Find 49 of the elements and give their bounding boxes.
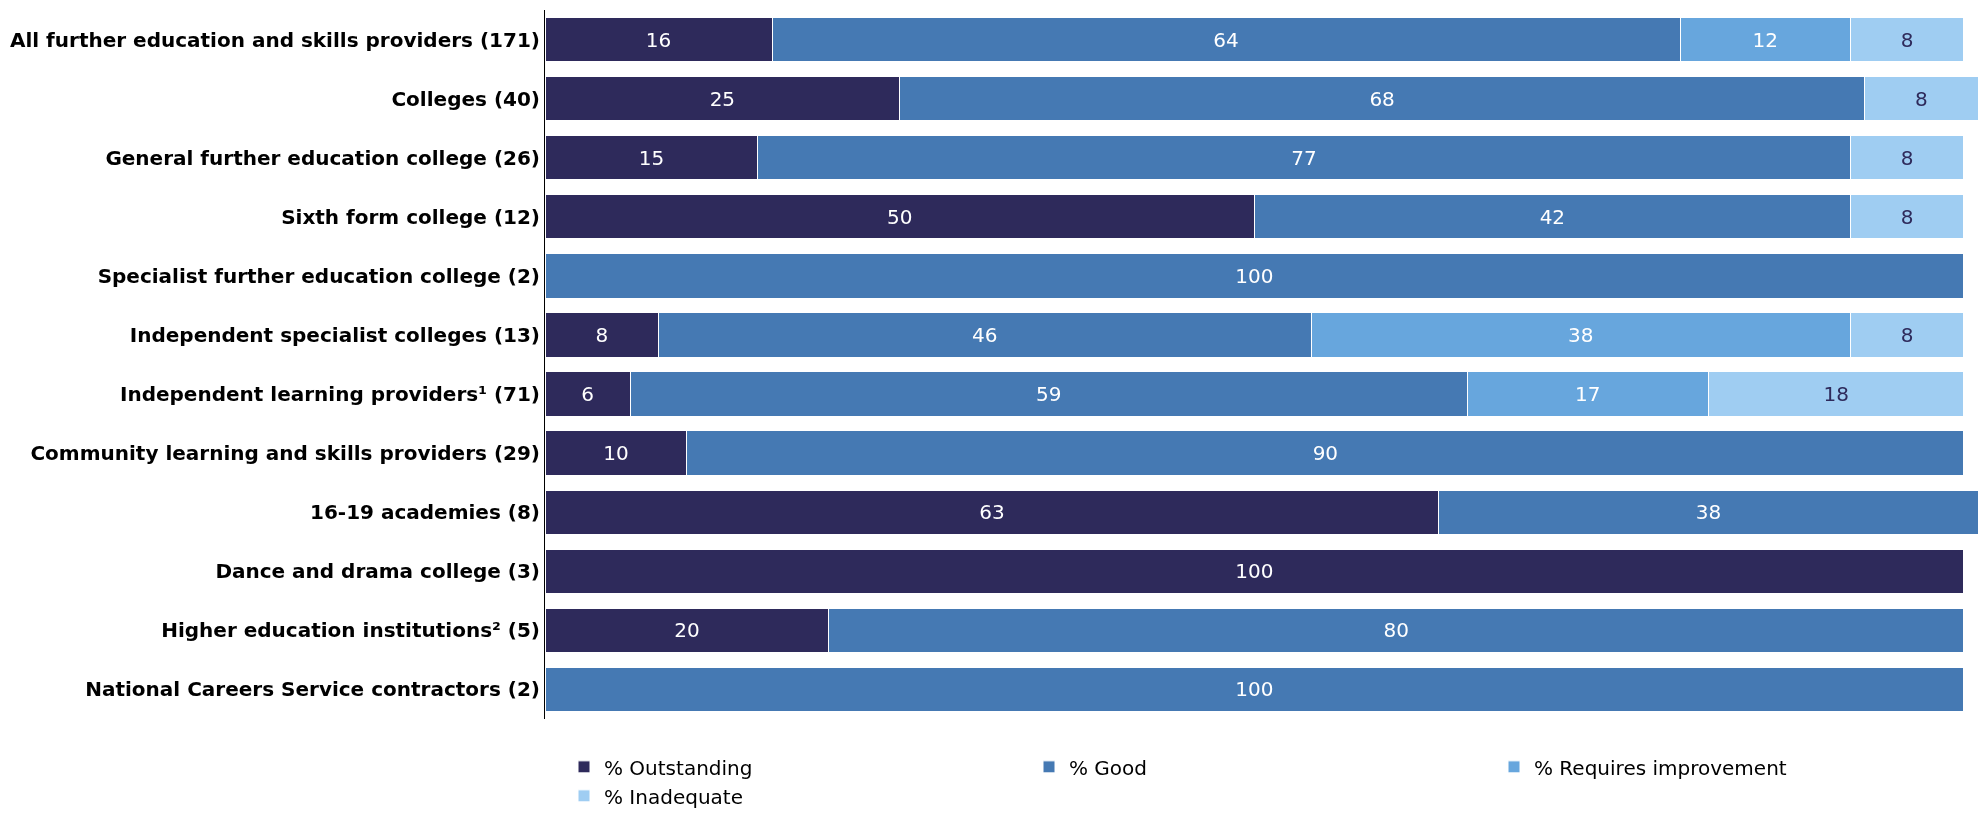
data-label: 10: [603, 441, 629, 466]
data-label: 77: [1291, 145, 1317, 170]
data-label: 8: [595, 322, 609, 347]
data-label: 6: [581, 382, 594, 407]
legend-label: % Good: [1069, 755, 1148, 780]
data-label: 46: [972, 322, 998, 347]
data-label: 38: [1568, 322, 1594, 347]
data-label: 15: [638, 145, 665, 170]
data-label: 59: [1035, 382, 1062, 407]
y-tick-label: Independent specialist colleges (13): [129, 322, 540, 347]
bar: [545, 253, 1965, 299]
data-label: 12: [1752, 27, 1778, 52]
data-label: 17: [1575, 382, 1601, 407]
data-label: 68: [1369, 86, 1395, 111]
bar: [545, 548, 1965, 594]
y-tick-label: 16-19 academies (8): [310, 500, 540, 525]
data-label: 100: [1235, 559, 1274, 584]
data-label: 20: [674, 618, 700, 643]
y-tick-label: Colleges (40): [391, 86, 540, 111]
y-tick-label: Higher education institutions² (5): [161, 618, 540, 643]
data-label: 8: [1900, 204, 1914, 229]
data-label: 8: [1900, 145, 1914, 170]
data-label: 8: [1914, 86, 1928, 111]
legend-label: % Requires improvement: [1534, 755, 1787, 780]
data-label: 25: [709, 86, 736, 111]
y-tick-label: National Careers Service contractors (2): [85, 677, 540, 702]
data-label: 64: [1213, 27, 1239, 52]
legend-label: % Outstanding: [604, 755, 753, 780]
data-label: 100: [1235, 677, 1274, 702]
data-label: 90: [1312, 441, 1339, 466]
data-label: 100: [1235, 263, 1274, 288]
y-tick-label: Dance and drama college (3): [215, 559, 540, 584]
data-label: 16: [645, 27, 672, 52]
data-label: 8: [1900, 322, 1914, 347]
data-label: 80: [1383, 618, 1410, 643]
data-label: 18: [1823, 382, 1849, 407]
data-label: 50: [886, 204, 913, 229]
legend-label: % Inadequate: [604, 784, 743, 809]
bar: [545, 666, 1965, 713]
data-label: 38: [1695, 500, 1722, 525]
data-label: 42: [1539, 204, 1566, 229]
data-label: 63: [979, 500, 1005, 525]
y-tick-label: Specialist further education college (2): [97, 263, 540, 288]
data-label: 8: [1900, 27, 1914, 52]
y-tick-label: Sixth form college (12): [281, 204, 540, 229]
y-tick-label: Independent learning providers¹ (71): [119, 382, 540, 407]
y-tick-label: All further education and skills providers (171): [9, 27, 540, 52]
y-tick-label: General further education college (26): [105, 145, 540, 170]
y-tick-label: Community learning and skills providers (29): [30, 441, 540, 466]
